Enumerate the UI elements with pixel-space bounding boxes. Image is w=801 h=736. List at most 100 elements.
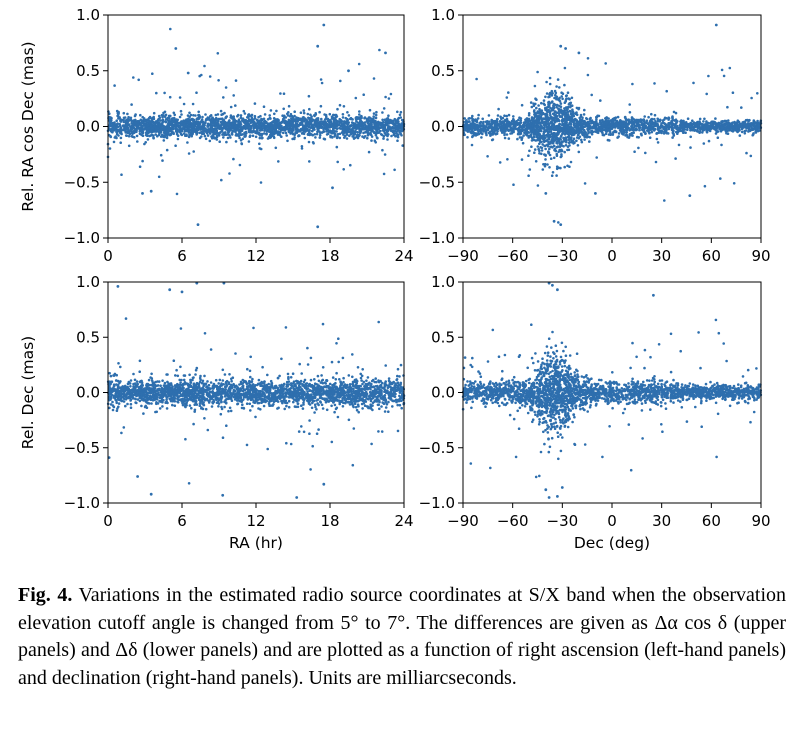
data-point — [397, 122, 401, 126]
data-point — [657, 129, 661, 132]
data-point — [111, 122, 114, 125]
data-point — [204, 137, 208, 141]
data-point — [567, 138, 571, 141]
data-point — [396, 126, 399, 130]
data-point — [319, 123, 323, 126]
data-point — [349, 163, 352, 167]
data-point — [550, 128, 553, 131]
data-point — [115, 131, 119, 134]
data-point — [200, 73, 203, 77]
data-point — [297, 134, 301, 137]
data-point — [144, 133, 148, 137]
data-point — [168, 119, 171, 122]
data-point — [195, 121, 198, 125]
data-point — [391, 119, 395, 123]
outlier-point — [347, 69, 350, 73]
data-point — [274, 146, 278, 150]
ra_vs_ra-x-ticks: 0 6 12 18 24 — [103, 238, 414, 265]
data-point — [313, 119, 317, 123]
data-point — [705, 120, 708, 123]
data-point — [318, 133, 322, 137]
data-point — [217, 127, 220, 130]
data-point — [638, 128, 641, 132]
data-point — [224, 86, 228, 89]
data-point — [350, 124, 353, 127]
data-point — [558, 86, 561, 89]
data-point — [537, 104, 540, 107]
data-point — [152, 134, 155, 137]
data-point — [250, 118, 253, 121]
data-point — [368, 108, 372, 112]
data-point — [663, 199, 666, 202]
data-point — [238, 163, 242, 167]
data-point — [630, 116, 634, 119]
data-point — [239, 139, 243, 142]
data-point — [209, 114, 213, 117]
data-point — [522, 134, 525, 137]
data-point — [210, 122, 214, 126]
data-point — [750, 122, 753, 125]
data-point — [374, 121, 377, 125]
data-point — [153, 122, 157, 126]
data-point — [239, 123, 243, 126]
data-point — [259, 147, 263, 151]
data-point — [567, 148, 571, 152]
data-point — [514, 121, 517, 125]
data-point — [162, 139, 166, 142]
data-point — [307, 140, 311, 144]
data-point — [701, 131, 704, 134]
data-point — [524, 130, 527, 133]
data-point — [541, 168, 545, 171]
data-point — [491, 133, 494, 136]
data-point — [110, 130, 114, 134]
data-point — [223, 111, 226, 115]
data-point — [487, 125, 491, 128]
data-point — [164, 113, 168, 117]
data-point — [385, 117, 389, 121]
data-point — [198, 131, 202, 135]
data-point — [374, 113, 378, 117]
data-point — [139, 128, 142, 131]
data-point — [144, 141, 147, 144]
data-point — [195, 125, 199, 129]
outlier-point — [384, 51, 387, 55]
data-point — [295, 130, 298, 133]
data-point — [172, 111, 176, 115]
data-point — [633, 150, 636, 153]
data-point — [125, 120, 129, 124]
data-point — [383, 124, 387, 127]
data-point — [507, 137, 511, 140]
data-point — [286, 127, 289, 130]
data-point — [248, 135, 252, 138]
data-point — [532, 102, 535, 105]
data-point — [165, 148, 169, 152]
data-point — [527, 154, 530, 157]
outlier-point — [186, 71, 190, 75]
data-point — [534, 133, 538, 137]
data-point — [665, 89, 668, 93]
data-point — [125, 123, 129, 127]
data-point — [653, 113, 657, 117]
data-point — [570, 96, 574, 100]
data-point — [276, 130, 280, 133]
data-point — [108, 147, 112, 150]
data-point — [481, 117, 485, 121]
data-point — [290, 131, 293, 135]
data-point — [225, 140, 228, 144]
data-point — [533, 111, 537, 115]
data-point — [192, 128, 196, 131]
data-point — [225, 133, 228, 136]
data-point — [293, 114, 296, 118]
data-point — [387, 97, 391, 100]
data-point — [329, 120, 333, 123]
data-point — [540, 149, 544, 152]
data-point — [471, 124, 474, 127]
data-point — [178, 115, 182, 119]
data-point — [726, 105, 729, 109]
data-point — [258, 129, 262, 132]
data-point — [126, 112, 129, 116]
data-point — [347, 126, 350, 129]
data-point — [330, 135, 334, 139]
data-point — [547, 101, 550, 104]
data-point — [548, 166, 551, 169]
